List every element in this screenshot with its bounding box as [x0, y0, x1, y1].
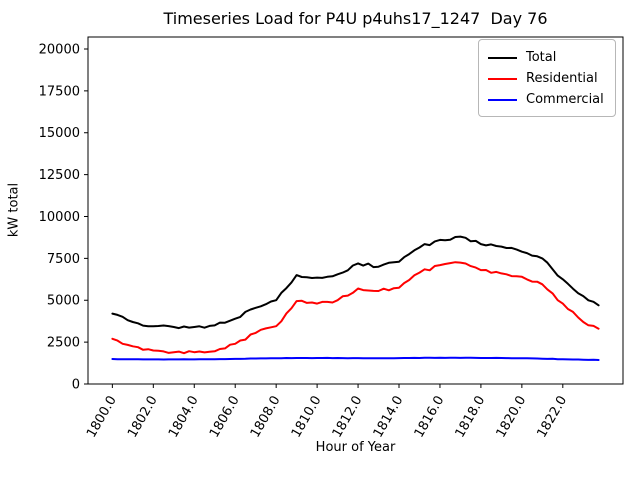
x-tick-label: 1802.0 — [125, 394, 161, 441]
x-tick-label: 1800.0 — [84, 394, 120, 441]
x-tick-label: 1814.0 — [371, 394, 407, 441]
y-tick-label: 15000 — [39, 126, 80, 141]
legend-line-swatch-icon — [488, 98, 517, 101]
chart-title: Timeseries Load for P4U p4uhs17_1247 Day… — [163, 9, 548, 28]
series-line-total — [111, 235, 600, 330]
x-axis-label: Hour of Year — [315, 440, 396, 455]
y-tick-label: 5000 — [47, 294, 80, 309]
legend-label: Commercial — [526, 92, 604, 107]
series-line-residential — [111, 261, 600, 355]
x-tick-label: 1820.0 — [494, 394, 530, 441]
series-line-commercial — [111, 356, 600, 361]
legend-item-residential: Residential — [488, 68, 607, 89]
x-tick-label: 1818.0 — [453, 394, 489, 441]
legend-label: Total — [526, 50, 557, 65]
y-tick-label: 17500 — [39, 84, 80, 99]
x-tick-label: 1810.0 — [289, 394, 325, 441]
y-tick-label: 0 — [72, 378, 80, 393]
y-tick-label: 20000 — [39, 42, 80, 57]
y-tick-label: 2500 — [47, 336, 80, 351]
legend-label: Residential — [526, 71, 598, 86]
x-tick-label: 1816.0 — [412, 394, 448, 441]
x-tick-label: 1822.0 — [535, 394, 571, 441]
legend-item-total: Total — [488, 47, 607, 68]
y-tick-label: 7500 — [47, 252, 80, 267]
y-tick-label: 10000 — [39, 210, 80, 225]
x-tick-label: 1804.0 — [166, 394, 202, 441]
legend-item-commercial: Commercial — [488, 89, 607, 110]
legend-line-swatch-icon — [488, 77, 517, 80]
axes-spines — [87, 36, 624, 385]
legend: Total Residential Commercial — [478, 39, 616, 117]
x-tick-label: 1812.0 — [330, 394, 366, 441]
legend-line-swatch-icon — [488, 56, 517, 59]
x-tick-label: 1806.0 — [207, 394, 243, 441]
y-tick-label: 12500 — [39, 168, 80, 183]
x-tick-label: 1808.0 — [248, 394, 284, 441]
